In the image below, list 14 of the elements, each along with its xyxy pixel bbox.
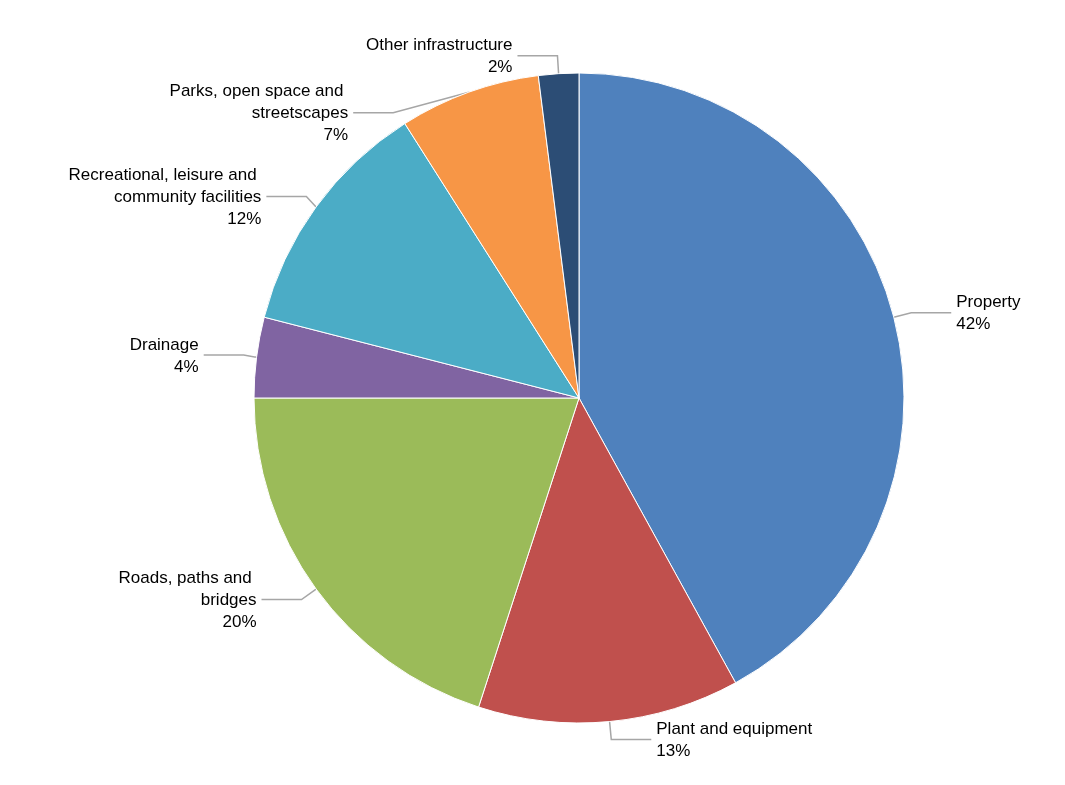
- data-label: 7%: [323, 125, 349, 145]
- data-label: 12%: [227, 208, 262, 228]
- slice-label: Property: [956, 292, 1021, 312]
- slice-label: Drainage: [129, 334, 199, 354]
- slice-label: Recreational, leisure and community facilities: [68, 164, 262, 206]
- slice-label: Roads, paths and bridges: [118, 568, 257, 610]
- data-label: 4%: [174, 356, 199, 376]
- data-label: 42%: [956, 314, 991, 334]
- data-label: 2%: [487, 57, 513, 77]
- data-label: 20%: [222, 612, 257, 632]
- data-label: 13%: [656, 740, 691, 760]
- slice-label: Parks, open space and streetscapes: [169, 81, 349, 123]
- slice-label: Plant and equipment: [656, 718, 813, 738]
- slice-label: Other infrastructure: [366, 35, 513, 55]
